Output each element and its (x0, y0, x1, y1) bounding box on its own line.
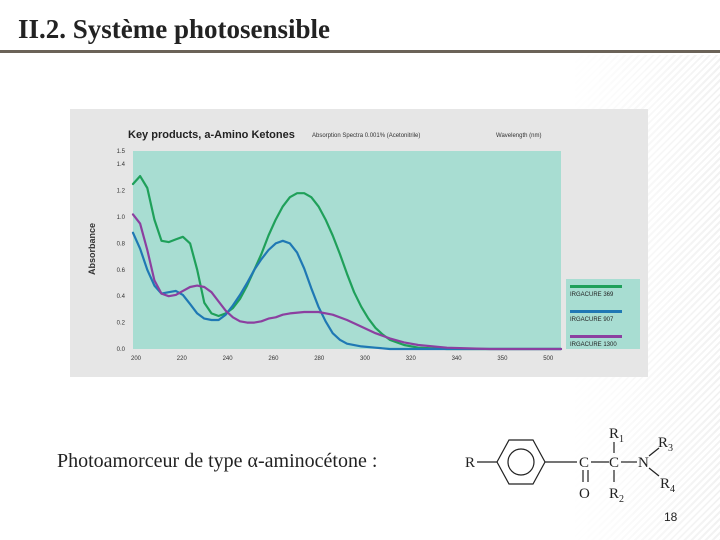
x-tick-label: 240 (223, 356, 234, 362)
legend-label: IRGACURE 369 (570, 292, 614, 298)
y-tick-label: 1.2 (117, 189, 126, 195)
series-line (131, 174, 563, 351)
y-tick-label: 1.0 (117, 215, 126, 221)
legend-swatch (570, 285, 622, 288)
y-tick-label: 1.5 (117, 149, 126, 155)
y-tick-label: 0.8 (117, 241, 126, 247)
x-tick-label: 260 (268, 356, 279, 362)
bond-n-r3 (648, 447, 660, 457)
x-tick-label: 340 (452, 356, 463, 362)
series-line (131, 231, 563, 351)
r4-label: R4 (660, 476, 675, 495)
x-tick-label: 220 (177, 356, 188, 362)
legend-area (566, 279, 640, 349)
nitrogen-label: N (638, 455, 649, 471)
legend-label: IRGACURE 1300 (570, 342, 617, 348)
r3-label: R3 (658, 435, 673, 454)
alpha-carbon-label: C (609, 455, 619, 471)
x-tick-label: 200 (131, 356, 142, 362)
y-tick-label: 0.6 (117, 268, 126, 274)
page-number: 18 (664, 510, 678, 524)
y-axis-label: Absorbance (87, 223, 97, 275)
figure-caption: Photoamorceur de type α-aminocétone : (57, 450, 378, 472)
x-tick-label: 300 (360, 356, 371, 362)
y-tick-label: 0.4 (117, 294, 126, 300)
legend-swatch (570, 310, 622, 313)
r2-label: R2 (609, 486, 624, 505)
legend-swatch (570, 335, 622, 338)
plot-area (133, 151, 561, 349)
alpha-aminoketone-structure: R C O C R1 R2 N R3 R4 (465, 426, 675, 505)
carbonyl-carbon-label: C (579, 455, 589, 471)
y-tick-label: 1.4 (117, 162, 126, 168)
x-tick-label: 280 (314, 356, 325, 362)
x-tick-label: 500 (543, 356, 554, 362)
bond-n-r4 (648, 467, 660, 477)
y-tick-label: 0.2 (117, 321, 126, 327)
absorption-chart: Key products, a-Amino Ketones Absorption… (70, 109, 648, 377)
series-line (131, 213, 563, 351)
x-tick-label: 350 (497, 356, 508, 362)
slide-title: II.2. Système photosensible (18, 14, 331, 44)
benzene-ring-aromatic-circle (507, 448, 535, 476)
r1-label: R1 (609, 426, 624, 445)
chart-subtitle: Absorption Spectra 0.001% (Acetonitrile) (312, 133, 420, 139)
y-tick-label: 0.0 (117, 347, 126, 353)
x-tick-label: 320 (406, 356, 417, 362)
chart-title: Key products, a-Amino Ketones (128, 129, 295, 141)
title-divider (0, 50, 720, 53)
chart-frame: Key products, a-Amino Ketones Absorption… (70, 109, 648, 377)
benzene-ring (496, 439, 546, 485)
x-axis-label: Wavelength (nm) (496, 133, 541, 139)
oxygen-label: O (579, 486, 590, 502)
legend-label: IRGACURE 907 (570, 317, 614, 323)
r-substituent-label: R (465, 455, 475, 471)
